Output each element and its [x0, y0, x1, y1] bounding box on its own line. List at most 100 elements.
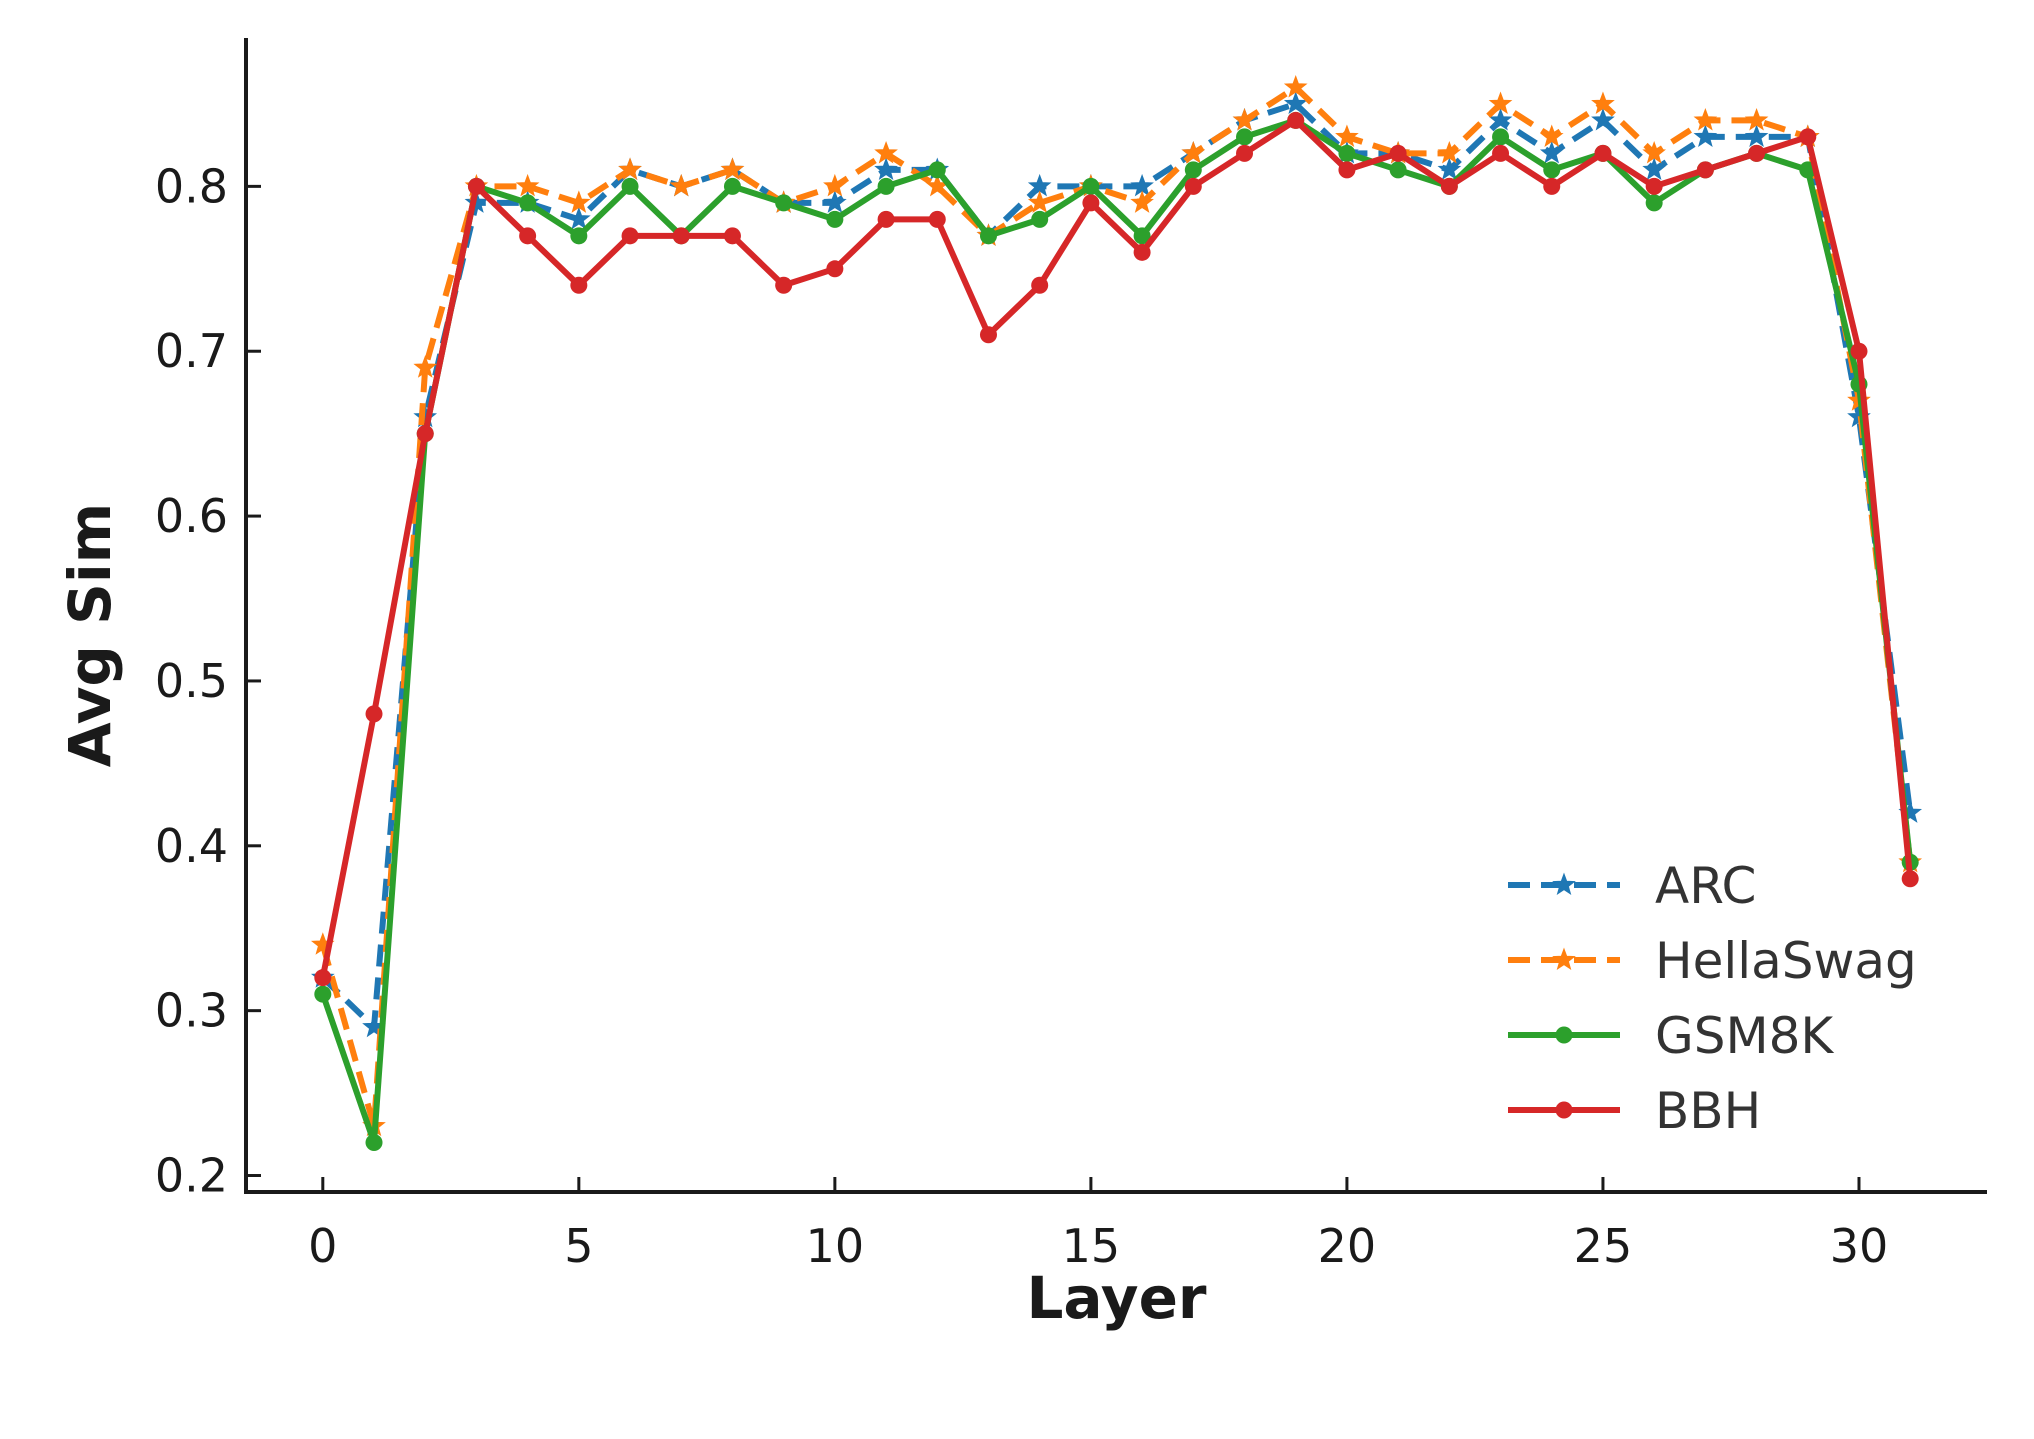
data-point-bbh — [1748, 144, 1766, 162]
data-point-gsm8k — [723, 177, 741, 195]
data-point-bbh — [570, 276, 588, 294]
data-point-bbh — [1440, 177, 1458, 195]
y-axis-title: Avg Sim — [56, 503, 124, 767]
y-tick-label: 0.5 — [155, 654, 228, 708]
data-point-arc — [874, 157, 898, 180]
data-point-bbh — [672, 227, 690, 245]
data-point-arc — [1539, 140, 1564, 164]
data-point-bbh — [1799, 128, 1817, 146]
data-point-bbh — [365, 705, 383, 723]
x-axis-title: Layer — [1026, 1264, 1206, 1332]
data-point-bbh — [775, 276, 793, 294]
legend-item-arc: ARC — [1508, 857, 1756, 915]
data-point-arc — [567, 206, 591, 230]
legend-label-hellaswag: HellaSwag — [1655, 932, 1917, 990]
data-point-arc — [1437, 157, 1462, 180]
data-point-arc — [823, 190, 847, 213]
legend-marker-arc — [1552, 872, 1576, 896]
data-point-hellaswag — [1437, 140, 1462, 164]
data-point-hellaswag — [1539, 124, 1564, 147]
data-point-gsm8k — [1082, 177, 1100, 195]
legend-label-bbh: BBH — [1655, 1082, 1761, 1140]
data-point-arc — [1642, 157, 1666, 180]
y-tick-label: 0.7 — [155, 324, 228, 378]
data-point-arc — [1744, 124, 1769, 147]
legend-label-arc: ARC — [1655, 857, 1756, 915]
data-point-bbh — [1184, 177, 1202, 195]
data-point-bbh — [1389, 144, 1407, 162]
data-point-hellaswag — [1642, 140, 1666, 164]
data-point-bbh — [1543, 177, 1561, 195]
data-point-gsm8k — [365, 1134, 383, 1152]
data-point-gsm8k — [826, 210, 844, 228]
x-tick-label: 5 — [564, 1219, 593, 1273]
data-point-arc — [464, 190, 489, 213]
data-point-hellaswag — [1181, 140, 1206, 164]
data-point-bbh — [467, 177, 485, 195]
series-group — [310, 75, 1923, 1152]
data-point-hellaswag — [720, 157, 745, 180]
data-point-gsm8k — [1389, 161, 1407, 179]
data-point-bbh — [519, 227, 537, 245]
data-point-hellaswag — [1744, 107, 1769, 131]
data-point-hellaswag — [1232, 107, 1257, 131]
data-point-gsm8k — [979, 227, 997, 245]
legend: ARC HellaSwag GSM8K BBH — [1508, 857, 1917, 1140]
legend-label-gsm8k: GSM8K — [1655, 1007, 1834, 1065]
data-point-bbh — [928, 210, 946, 228]
data-point-bbh — [979, 326, 997, 344]
data-point-gsm8k — [1133, 227, 1151, 245]
legend-item-bbh: BBH — [1508, 1082, 1761, 1140]
x-tick-label: 30 — [1830, 1219, 1889, 1273]
data-point-hellaswag — [1335, 124, 1359, 147]
data-point-bbh — [723, 227, 741, 245]
data-point-arc — [1283, 91, 1308, 115]
data-point-gsm8k — [570, 227, 588, 245]
data-point-arc — [1693, 124, 1718, 147]
legend-item-hellaswag: HellaSwag — [1508, 932, 1917, 990]
data-point-hellaswag — [823, 173, 847, 197]
series-line-gsm8k — [319, 117, 1914, 1146]
y-tick-label: 0.6 — [155, 489, 228, 543]
data-point-bbh — [1338, 161, 1356, 179]
data-point-gsm8k — [877, 177, 895, 195]
data-point-bbh — [1492, 144, 1510, 162]
data-point-bbh — [314, 969, 332, 987]
data-point-hellaswag — [874, 140, 898, 164]
data-point-hellaswag — [669, 173, 694, 197]
data-point-gsm8k — [1543, 161, 1561, 179]
axes: 0 5 10 15 20 25 30 0.2 0.3 0.4 0.5 0.6 0.7 0.8 Layer Av… — [56, 38, 1987, 1332]
data-point-arc — [1488, 107, 1513, 131]
data-point-gsm8k — [928, 161, 946, 179]
y-tick-label: 0.4 — [155, 819, 228, 873]
data-point-bbh — [1594, 144, 1612, 162]
data-point-hellaswag — [1130, 190, 1154, 213]
data-point-hellaswag — [618, 157, 642, 180]
y-tick-label: 0.8 — [155, 159, 228, 213]
series-gsm8k — [314, 111, 1919, 1152]
data-point-hellaswag — [567, 190, 591, 213]
data-point-gsm8k — [775, 194, 793, 212]
legend-marker-hellaswag — [1552, 947, 1576, 971]
data-point-bbh — [416, 425, 434, 443]
y-tick-label: 0.3 — [155, 984, 228, 1038]
data-point-bbh — [1645, 177, 1663, 195]
data-point-gsm8k — [1236, 128, 1254, 146]
data-point-hellaswag — [1693, 107, 1718, 131]
legend-item-gsm8k: GSM8K — [1508, 1007, 1834, 1065]
data-point-gsm8k — [1184, 161, 1202, 179]
data-point-bbh — [1133, 243, 1151, 261]
x-tick-label: 10 — [806, 1219, 865, 1273]
data-point-hellaswag — [1591, 91, 1615, 115]
data-point-gsm8k — [1031, 210, 1049, 228]
data-point-gsm8k — [621, 177, 639, 195]
series-line-hellaswag — [319, 84, 1914, 1130]
y-tick-label: 0.2 — [155, 1149, 228, 1203]
data-point-hellaswag — [413, 355, 438, 378]
legend-marker-gsm8k — [1555, 1026, 1573, 1044]
x-tick-label: 20 — [1318, 1219, 1377, 1273]
data-point-gsm8k — [1338, 144, 1356, 162]
data-point-bbh — [1031, 276, 1049, 294]
data-point-gsm8k — [314, 985, 332, 1003]
